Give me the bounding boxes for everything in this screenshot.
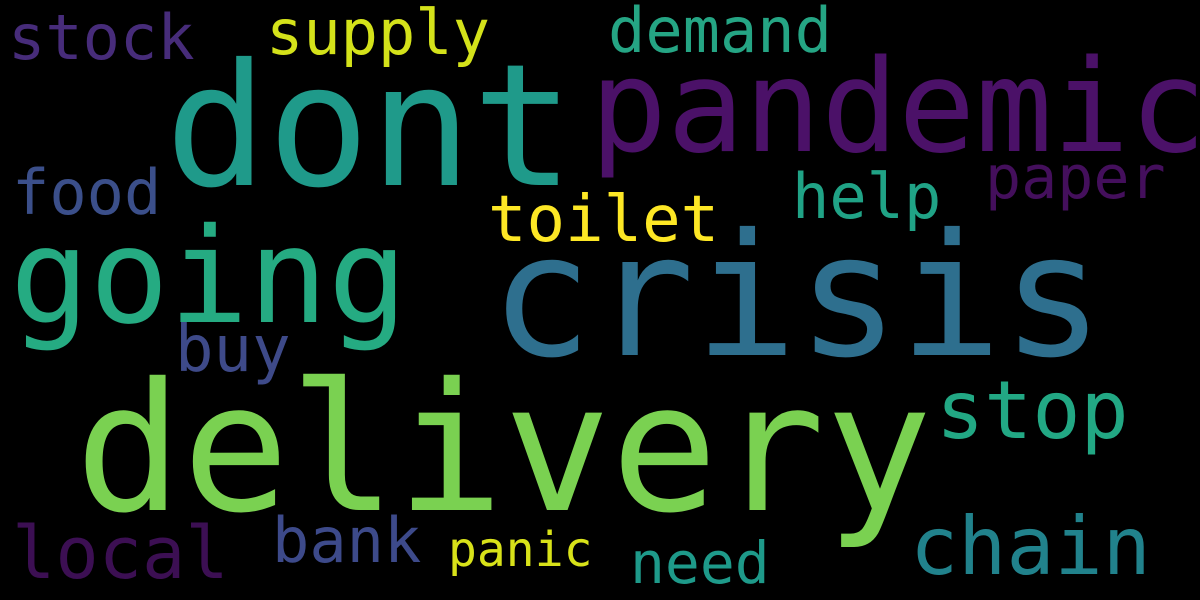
word-local: local [12, 511, 229, 595]
word-need: need [630, 529, 770, 597]
word-stock: stock [8, 1, 195, 74]
word-bank: bank [272, 504, 422, 577]
word-delivery: delivery [75, 345, 933, 552]
word-going: going [10, 200, 408, 354]
word-help: help [792, 160, 942, 233]
word-panic: panic [448, 522, 593, 578]
word-food: food [12, 156, 162, 229]
word-paper: paper [985, 143, 1166, 213]
word-crisis: crisis [490, 198, 1105, 396]
word-buy: buy [175, 313, 291, 387]
word-stop: stop [936, 364, 1129, 457]
word-toilet: toilet [488, 183, 720, 257]
word-dont: dont [165, 28, 575, 226]
word-chain: chain [910, 500, 1151, 593]
word-demand: demand [608, 0, 832, 67]
word-pandemic: pandemic [590, 33, 1200, 182]
word-supply: supply [266, 0, 490, 69]
